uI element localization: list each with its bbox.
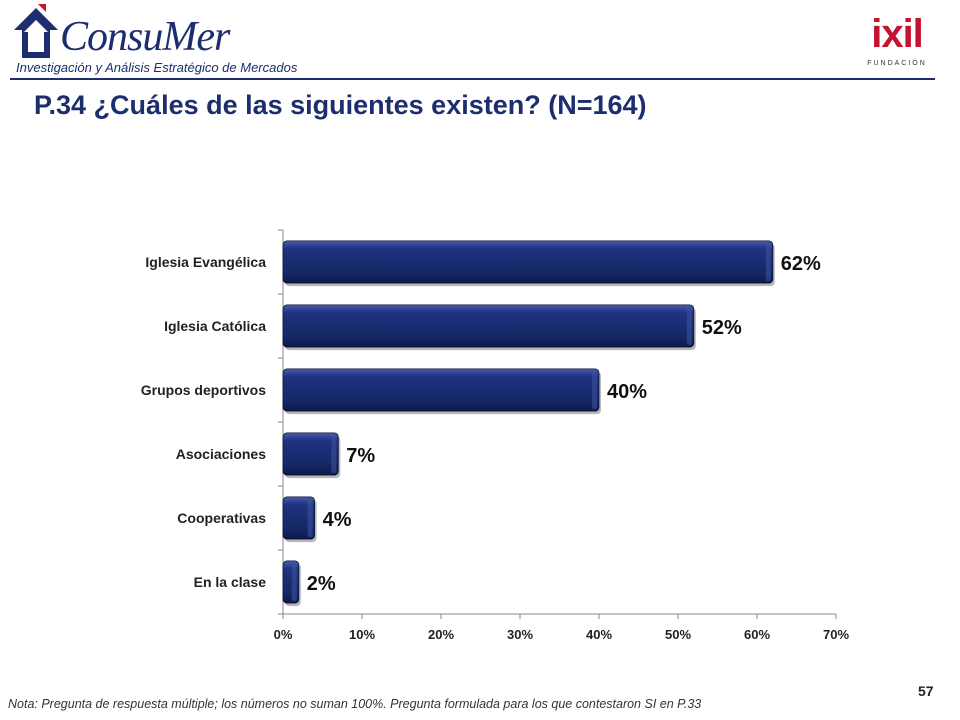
x-tick-label: 40% (586, 627, 612, 642)
bar-bevel (331, 434, 337, 474)
data-label: 40% (607, 381, 647, 403)
bar (282, 368, 600, 412)
consumer-emblem-icon (14, 4, 58, 58)
x-tick-label: 60% (744, 627, 770, 642)
ixil-logo: ixil FUNDACIÓN (862, 10, 932, 72)
category-label: Iglesia Evangélica (145, 254, 266, 270)
x-tick-label: 50% (665, 627, 691, 642)
bar-bevel (291, 562, 297, 602)
data-label: 62% (781, 253, 821, 275)
consumer-wordmark: ConsuMer (60, 14, 230, 60)
bar (282, 432, 339, 476)
chart-title: P.34 ¿Cuáles de las siguientes existen? … (34, 90, 647, 120)
category-label: Cooperativas (177, 510, 266, 526)
x-tick-label: 0% (274, 627, 293, 642)
bar (282, 304, 695, 348)
bar (282, 240, 774, 284)
data-label: 52% (702, 317, 742, 339)
chart-labels: Iglesia Evangélica 62% Iglesia Católica 52%… (141, 253, 821, 595)
page-number: 57 (918, 683, 934, 699)
data-label: 7% (346, 445, 375, 467)
bar-bevel (307, 498, 313, 538)
bar (282, 496, 316, 540)
category-label: En la clase (194, 574, 267, 590)
data-label: 2% (307, 573, 336, 595)
footnote: Nota: Pregunta de respuesta múltiple; lo… (8, 697, 702, 711)
category-label: Asociaciones (176, 446, 266, 462)
x-tick-label: 20% (428, 627, 454, 642)
consumer-tagline: Investigación y Análisis Estratégico de … (16, 60, 298, 75)
category-label: Iglesia Católica (164, 318, 266, 334)
ixil-wordmark: ixil (871, 12, 924, 56)
category-label: Grupos deportivos (141, 382, 266, 398)
x-tick-label: 30% (507, 627, 533, 642)
x-tick-label: 70% (823, 627, 849, 642)
bar-bevel (765, 242, 771, 282)
header-divider (10, 78, 935, 80)
x-tick-label: 10% (349, 627, 375, 642)
chart-bars (282, 240, 775, 607)
ixil-subtitle: FUNDACIÓN (867, 60, 927, 67)
bar-bevel (592, 370, 597, 410)
chart-axes: 0% 10% 20% 30% 40% 50% 60% 70% (274, 229, 849, 642)
bar-bevel (686, 306, 692, 346)
data-label: 4% (323, 509, 352, 531)
consumer-logo: ConsuMer Investigación y Análisis Estrat… (8, 2, 298, 78)
